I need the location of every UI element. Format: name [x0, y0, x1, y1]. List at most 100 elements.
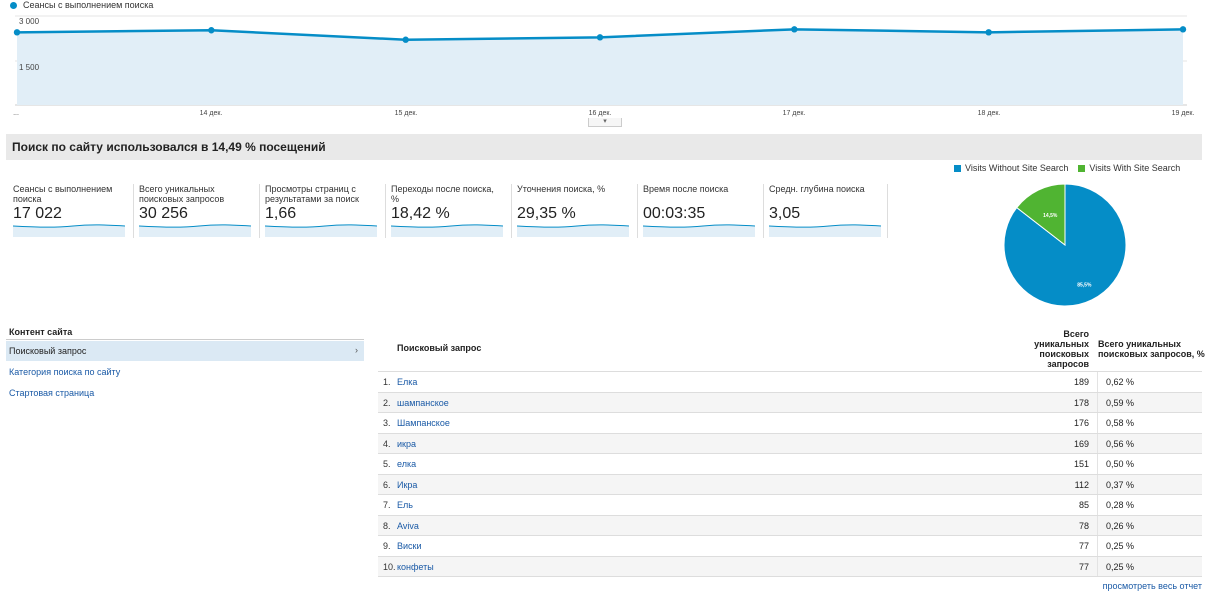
row-total: 189: [1073, 377, 1089, 387]
row-percent: 0,25 %: [1106, 561, 1135, 572]
table-row[interactable]: 8. Aviva 78 0,26 %: [378, 514, 1202, 536]
search-term-link[interactable]: елка: [397, 459, 417, 469]
x-tick-label: 15 дек.: [395, 110, 418, 117]
pie-legend-item[interactable]: Visits With Site Search: [1078, 163, 1180, 173]
trend-point[interactable]: [1179, 26, 1187, 33]
metric-tile[interactable]: Средн. глубина поиска 3,05: [769, 184, 881, 240]
table-row[interactable]: 1. Елка 189 0,62 %: [378, 371, 1202, 392]
row-percent: 0,28 %: [1106, 500, 1135, 510]
tile-divider: [385, 184, 386, 238]
table-row[interactable]: 7. Ель 85 0,28 %: [378, 494, 1202, 515]
trend-point[interactable]: [208, 27, 215, 34]
nav-item-search-query[interactable]: Поисковый запрос ›: [6, 341, 364, 361]
metric-sparkline: [769, 224, 881, 237]
metric-tile[interactable]: Уточнения поиска, % 29,35 %: [517, 184, 629, 240]
metric-label: Переходы после поиска, %: [391, 184, 494, 204]
row-percent: 0,50 %: [1106, 459, 1135, 469]
pie-legend-item[interactable]: Visits Without Site Search: [954, 163, 1068, 173]
row-total: 78: [1078, 520, 1089, 531]
banner-title: Поиск по сайту использовался в 14,49 % п…: [12, 140, 326, 154]
row-index: 5.: [383, 459, 391, 469]
search-term-link[interactable]: Виски: [397, 541, 422, 551]
column-divider: [1097, 392, 1098, 413]
table-row[interactable]: 2. шампанское 178 0,59 %: [378, 391, 1202, 413]
row-index: 6.: [383, 479, 391, 490]
metric-tile[interactable]: Переходы после поиска, % 18,42 %: [391, 184, 503, 240]
row-total: 176: [1073, 418, 1089, 428]
pie-slice[interactable]: [1016, 183, 1066, 247]
metric-label: Время после поиска: [643, 184, 729, 194]
search-term-link[interactable]: икра: [397, 438, 416, 449]
row-percent: 0,59 %: [1106, 397, 1135, 408]
row-index: 8.: [383, 520, 391, 531]
pie-slice-label: 14,5%: [1043, 213, 1058, 219]
x-tick-label: 19 дек.: [1172, 110, 1195, 117]
table-row[interactable]: 6. Икра 112 0,37 %: [378, 473, 1202, 495]
table-row[interactable]: 3. Шампанское 176 0,58 %: [378, 412, 1202, 433]
metric-sparkline: [139, 224, 251, 237]
row-index: 9.: [383, 541, 391, 551]
search-term-link[interactable]: шампанское: [397, 397, 449, 408]
metric-tile[interactable]: Сеансы с выполнением поиска 17 022: [13, 184, 125, 240]
column-divider: [1097, 454, 1098, 474]
nav-divider: [6, 339, 364, 340]
column-header-total[interactable]: Всего уникальных поисковых запросов: [1034, 329, 1089, 369]
trend-point[interactable]: [402, 36, 409, 43]
table-row[interactable]: 4. икра 169 0,56 %: [378, 432, 1202, 454]
table-row[interactable]: 9. Виски 77 0,25 %: [378, 535, 1202, 556]
visits-pie-chart: 85,5% 14,5%: [1003, 183, 1127, 307]
x-tick-label: 18 дек.: [978, 110, 1001, 117]
metric-value: 29,35 %: [517, 205, 576, 222]
column-divider: [1097, 433, 1098, 454]
search-term-link[interactable]: Икра: [397, 479, 418, 490]
metric-tile[interactable]: Просмотры страниц с результатами за поис…: [265, 184, 377, 240]
nav-item-start-page[interactable]: Стартовая страница: [9, 388, 95, 398]
tile-divider: [637, 184, 638, 238]
chart-scroll-handle[interactable]: ▾: [588, 118, 622, 127]
column-divider: [1097, 372, 1098, 392]
trend-point[interactable]: [596, 34, 604, 41]
row-total: 112: [1074, 479, 1089, 490]
legend-dot-icon: [10, 1, 17, 9]
row-percent: 0,25 %: [1106, 541, 1135, 551]
chart-legend: Сеансы с выполнением поиска: [10, 0, 153, 10]
search-term-link[interactable]: Ель: [397, 500, 413, 510]
metric-sparkline: [265, 224, 377, 237]
table-bottom-rule: [378, 576, 1202, 577]
table-row[interactable]: 5. елка 151 0,50 %: [378, 453, 1202, 474]
x-tick-label: ...: [13, 110, 19, 117]
search-term-link[interactable]: Aviva: [397, 520, 419, 531]
row-index: 4.: [383, 438, 391, 449]
tile-divider: [887, 184, 888, 238]
row-total: 151: [1073, 459, 1089, 469]
view-full-report-link[interactable]: просмотреть весь отчет: [1102, 581, 1202, 591]
table-row[interactable]: 10. конфеты 77 0,25 %: [378, 555, 1202, 577]
column-divider: [1097, 495, 1098, 515]
legend-swatch-icon: [954, 165, 961, 172]
metric-label: Уточнения поиска, %: [517, 184, 606, 194]
x-tick-label: 14 дек.: [200, 110, 223, 117]
metric-value: 30 256: [139, 205, 188, 222]
trend-point[interactable]: [13, 29, 21, 36]
pie-slice-label: 85,5%: [1077, 282, 1092, 288]
nav-item-label: Поисковый запрос: [9, 346, 87, 356]
search-term-link[interactable]: конфеты: [397, 561, 434, 572]
column-header-percent[interactable]: Всего уникальных поисковых запросов, %: [1098, 339, 1205, 359]
row-index: 1.: [383, 377, 391, 387]
tile-divider: [259, 184, 260, 238]
tile-divider: [763, 184, 764, 238]
column-divider: [1097, 474, 1098, 495]
search-term-link[interactable]: Елка: [397, 377, 418, 387]
search-term-link[interactable]: Шампанское: [397, 418, 450, 428]
metric-label: Просмотры страниц с результатами за поис…: [265, 184, 359, 204]
metric-tile[interactable]: Всего уникальных поисковых запросов 30 25…: [139, 184, 251, 240]
nav-item-search-category[interactable]: Категория поиска по сайту: [9, 367, 121, 377]
column-header-query[interactable]: Поисковый запрос: [397, 343, 482, 353]
column-divider: [1097, 413, 1098, 433]
metric-tile[interactable]: Время после поиска 00:03:35: [643, 184, 755, 240]
column-divider: [1097, 556, 1098, 577]
row-total: 77: [1078, 541, 1089, 551]
row-percent: 0,37 %: [1106, 479, 1135, 490]
trend-point[interactable]: [791, 26, 798, 33]
trend-point[interactable]: [985, 29, 992, 36]
